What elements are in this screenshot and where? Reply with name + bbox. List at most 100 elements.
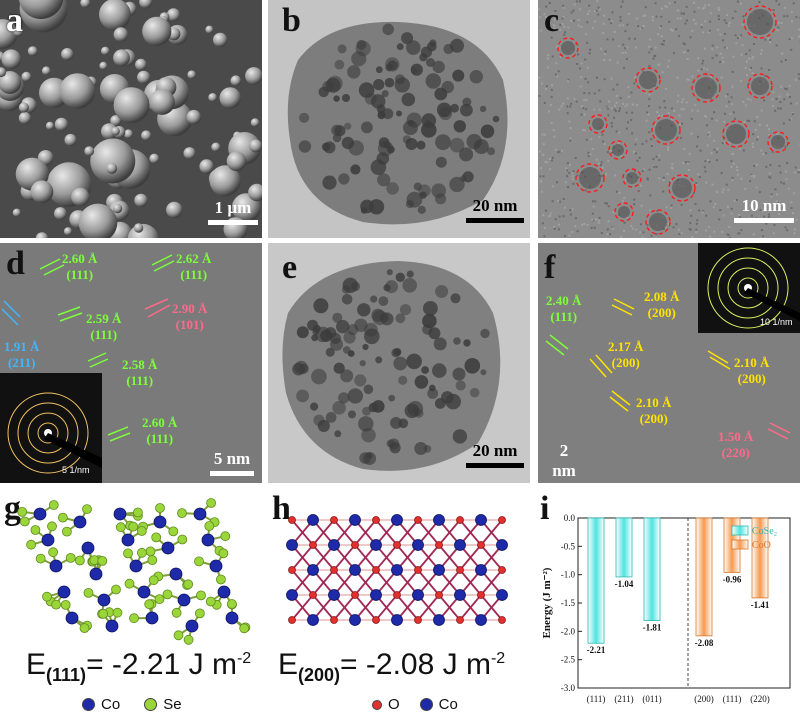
- nanoparticle: [342, 346, 351, 354]
- legend-g-co-dot: [82, 698, 95, 711]
- nanoparticle: [315, 326, 331, 343]
- sem-sphere: [0, 19, 18, 49]
- legend-h-co-dot: [419, 698, 433, 711]
- o-atom: [435, 591, 443, 599]
- nanoparticle: [450, 293, 461, 304]
- nanoparticle: [384, 141, 391, 149]
- grain-circle: [614, 202, 634, 222]
- se-atom: [17, 506, 28, 517]
- co-atom: [475, 514, 487, 526]
- co-atom: [129, 559, 143, 573]
- grain-circle: [651, 115, 681, 145]
- y-tick-label: -2.0: [561, 626, 576, 636]
- o-atom: [288, 566, 296, 574]
- co-atom: [225, 611, 239, 625]
- sem-sphere: [0, 71, 22, 94]
- nanoparticle: [322, 80, 334, 92]
- co-atom: [97, 593, 111, 607]
- se-atom: [136, 547, 147, 558]
- legend-g: Co Se: [82, 696, 182, 713]
- se-atom: [171, 607, 182, 618]
- co-atom: [121, 533, 135, 547]
- panel-f-hrtem-image: f 2.40 Å (111) 2.08 Å (200) 2.17 Å (200) 2.…: [538, 243, 800, 483]
- o-atom: [372, 616, 380, 624]
- nanoparticle: [311, 368, 327, 385]
- nanoparticle: [299, 112, 310, 123]
- nanoparticle: [434, 87, 448, 101]
- co-atom: [349, 614, 361, 626]
- formula-h-e: E: [278, 648, 299, 681]
- nanoparticle: [363, 452, 377, 465]
- grain-circle: [557, 37, 579, 59]
- nanoparticle: [393, 356, 408, 371]
- grain-circle: [635, 67, 661, 93]
- y-tick-label: -0.5: [561, 541, 576, 551]
- sem-sphere: [45, 121, 55, 130]
- sem-sphere: [90, 138, 136, 184]
- se-atom: [47, 521, 57, 532]
- panel-label-e: e: [282, 249, 298, 286]
- se-atom: [79, 623, 90, 634]
- o-atom: [351, 591, 359, 599]
- se-atom: [48, 547, 58, 558]
- nanoparticle: [341, 294, 353, 305]
- se-atom: [215, 574, 226, 585]
- se-atom: [147, 555, 158, 565]
- se-atom: [183, 579, 194, 590]
- nanoparticle: [338, 392, 350, 404]
- nanoparticle: [462, 171, 474, 183]
- sem-sphere: [18, 102, 29, 113]
- nanoparticle: [375, 66, 383, 74]
- sem-sphere: [30, 180, 54, 204]
- sem-sphere: [61, 48, 74, 61]
- nanoparticle: [398, 375, 408, 385]
- nanoparticle: [421, 366, 429, 374]
- nanoparticle: [332, 312, 343, 323]
- nanoparticle: [464, 358, 481, 374]
- se-atom: [136, 526, 147, 536]
- se-atom: [83, 588, 94, 598]
- co-atom: [193, 507, 207, 521]
- sem-sphere: [211, 142, 221, 152]
- sem-sphere: [245, 67, 262, 85]
- co-atom: [391, 564, 403, 576]
- co-atom: [73, 515, 87, 529]
- fringe-f-3-d: 2.17 Å: [608, 339, 644, 354]
- panel-label-g: g: [4, 490, 21, 527]
- co-atom: [412, 539, 424, 551]
- nanoparticle: [332, 401, 346, 415]
- sem-sphere: [142, 16, 172, 46]
- se-atom: [220, 531, 231, 542]
- co-atom: [307, 614, 319, 626]
- nanoparticle: [382, 23, 394, 36]
- nanoparticle: [340, 369, 354, 383]
- nanoparticle: [427, 388, 439, 399]
- sem-sphere: [101, 123, 118, 140]
- category-label: (111): [587, 694, 606, 704]
- o-atom: [456, 566, 464, 574]
- nanoparticle: [480, 328, 490, 339]
- nanoparticle: [373, 79, 385, 91]
- co-atom: [169, 567, 183, 581]
- nanoparticle: [450, 38, 464, 53]
- nanoparticle: [337, 44, 347, 54]
- sem-sphere: [110, 115, 122, 127]
- saed-scale-d: 5 1/nm: [62, 465, 90, 475]
- bar-0-2: [643, 517, 661, 621]
- hrtem-c: [538, 0, 800, 238]
- legend-h-o-dot: [372, 699, 382, 710]
- nanoparticle: [296, 389, 309, 403]
- nanoparticle: [381, 90, 389, 98]
- nanoparticle: [350, 164, 361, 175]
- grain-circle: [743, 5, 777, 39]
- sem-sphere: [213, 32, 228, 48]
- sem-sphere: [18, 112, 31, 125]
- fringe-d-7-hkl: (111): [146, 431, 174, 447]
- nanoparticle: [410, 67, 418, 74]
- fringe-d-1-d: 2.60 Å: [62, 251, 98, 266]
- sem-sphere: [134, 193, 148, 208]
- se-atom: [123, 548, 133, 559]
- nanoparticle: [347, 65, 361, 79]
- co-atom: [33, 507, 47, 521]
